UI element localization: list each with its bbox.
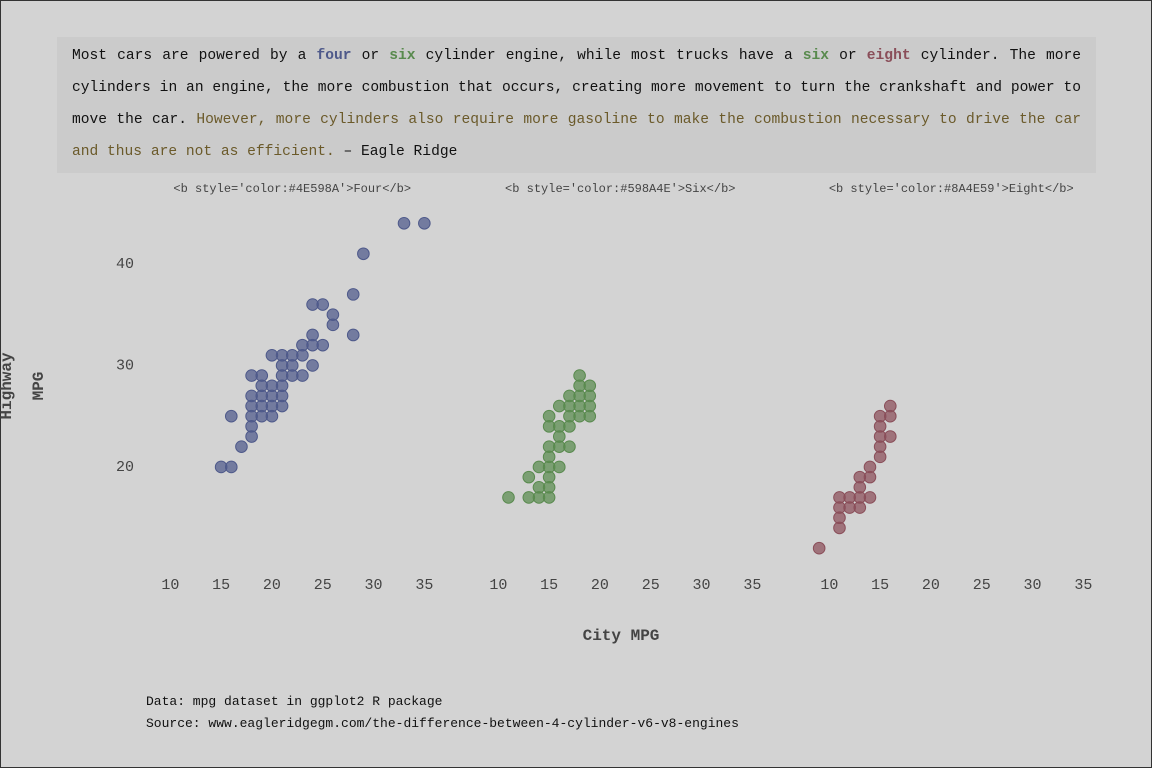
- point: [522, 470, 536, 484]
- x-tick-label: 30: [365, 577, 383, 594]
- point: [275, 399, 289, 413]
- point: [502, 491, 515, 504]
- x-tick-label: 35: [743, 577, 761, 594]
- point: [863, 460, 877, 474]
- x-tick-label: 15: [871, 577, 889, 594]
- x-tick-label: 25: [314, 577, 332, 594]
- point: [346, 288, 360, 301]
- x-tick-label: 10: [489, 577, 507, 594]
- x-tick-label: 15: [540, 577, 558, 594]
- text-segment: cylinder engine, while most trucks have …: [415, 48, 803, 64]
- point: [316, 298, 330, 311]
- x-tick-label: 25: [642, 577, 660, 594]
- point: [357, 247, 370, 261]
- x-tick-label: 25: [973, 577, 991, 594]
- x-tick-label: 20: [591, 577, 609, 594]
- y-tick-label: 40: [116, 256, 134, 273]
- caption-line: Data: mpg dataset in ggplot2 R package: [146, 694, 443, 709]
- point: [573, 369, 586, 382]
- text-segment: six: [802, 48, 830, 64]
- point: [883, 430, 897, 443]
- caption-line: Source: www.eagleridgegm.com/the-differe…: [146, 716, 739, 731]
- text-segment: eight: [866, 48, 911, 64]
- point: [863, 491, 877, 504]
- x-tick-label: 35: [415, 577, 433, 594]
- text-segment: four: [316, 48, 352, 64]
- point: [563, 440, 576, 453]
- point: [552, 460, 566, 474]
- point: [296, 369, 309, 382]
- x-tick-label: 30: [1024, 577, 1042, 594]
- header: Most cars are powered by a four or six c…: [57, 37, 1096, 173]
- point: [418, 217, 431, 230]
- text-segment: or: [351, 48, 390, 64]
- x-tick-label: 15: [212, 577, 230, 594]
- point: [326, 308, 340, 321]
- panel-title: <b style='color:#4E598A'>Four</b>: [173, 182, 411, 196]
- point: [316, 338, 330, 352]
- point: [542, 409, 556, 423]
- point: [583, 379, 597, 393]
- caption: Data: mpg dataset in ggplot2 R package So…: [146, 691, 739, 735]
- text-segment: six: [389, 48, 416, 64]
- panel-title: <b style='color:#8A4E59'>Eight</b>: [829, 182, 1074, 196]
- point: [346, 328, 360, 342]
- point: [235, 440, 248, 453]
- point: [306, 359, 319, 372]
- point: [224, 460, 238, 474]
- x-tick-label: 10: [161, 577, 179, 594]
- text-segment: cylinder. The more cylinders in an engin…: [72, 48, 1082, 128]
- x-tick-label: 35: [1074, 577, 1092, 594]
- point: [397, 217, 411, 230]
- y-tick-label: 20: [116, 459, 134, 476]
- y-tick-label: 30: [116, 357, 134, 374]
- paragraph: Most cars are powered by a four or six c…: [72, 40, 1081, 168]
- y-axis-label: Highway MPG: [0, 352, 48, 420]
- text-segment: or: [829, 48, 867, 64]
- point: [224, 409, 238, 423]
- text-segment: However, more cylinders also require mor…: [72, 112, 1081, 160]
- panel-title: <b style='color:#598A4E'>Six</b>: [505, 182, 735, 196]
- point: [812, 541, 826, 555]
- point: [883, 399, 897, 413]
- x-tick-label: 20: [922, 577, 940, 594]
- x-tick-label: 10: [820, 577, 838, 594]
- text-segment: Most cars are powered by a: [72, 48, 317, 64]
- x-tick-label: 20: [263, 577, 281, 594]
- point: [306, 328, 319, 342]
- x-axis-label: City MPG: [583, 627, 660, 645]
- text-segment: – Eagle Ridge: [334, 144, 458, 160]
- x-tick-label: 30: [693, 577, 711, 594]
